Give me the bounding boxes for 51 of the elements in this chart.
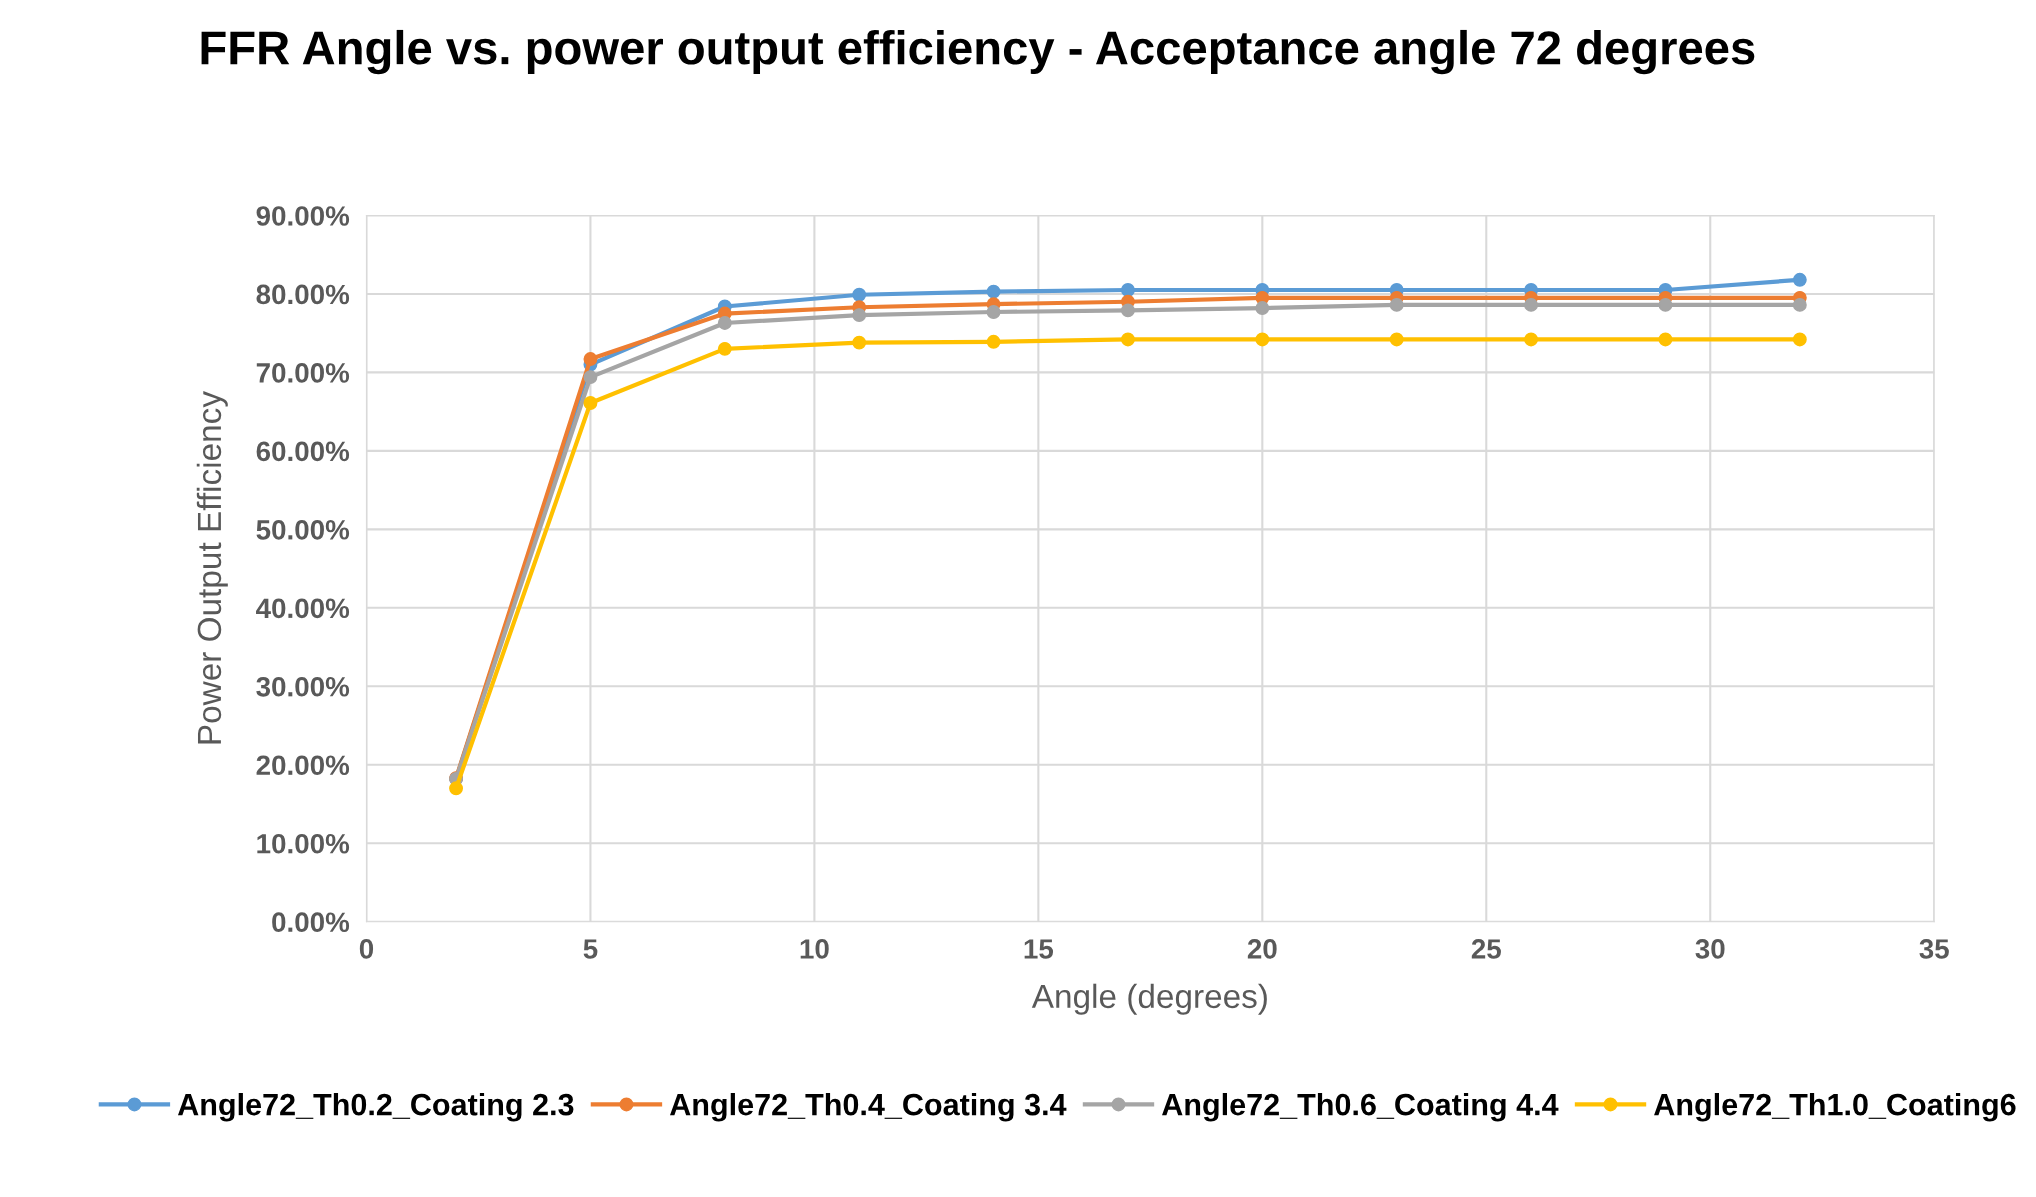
- point: [1389, 332, 1404, 347]
- x-tick-label: 35: [1919, 939, 1949, 959]
- y-tick-label: 20.00%: [256, 755, 350, 776]
- point: [1389, 297, 1404, 312]
- point: [717, 316, 732, 330]
- point: [1658, 332, 1673, 347]
- x-tick-label: 30: [1695, 939, 1725, 959]
- chart-title: FFR Angle vs. power output efficiency - Acceptance angle 72 degrees: [201, 29, 1755, 75]
- point: [1255, 301, 1270, 315]
- legend-label: Angle72_Th1.0_Coating6: [1654, 1093, 2016, 1122]
- point: [1524, 332, 1539, 347]
- point: [986, 305, 1001, 319]
- y-tick-label: 70.00%: [256, 363, 350, 383]
- point: [583, 370, 598, 385]
- point: [1120, 283, 1135, 297]
- x-tick-label: 25: [1471, 939, 1501, 959]
- x-tick-label: 0: [359, 939, 374, 959]
- point: [583, 352, 598, 367]
- point: [852, 335, 867, 350]
- point: [986, 284, 1001, 299]
- point: [852, 308, 867, 323]
- point: [1120, 332, 1135, 347]
- point: [1792, 332, 1807, 347]
- point: [1792, 272, 1807, 287]
- y-tick-label: 60.00%: [256, 441, 350, 462]
- y-tick-label: 80.00%: [256, 284, 350, 305]
- point: [1792, 297, 1807, 312]
- point: [986, 334, 1001, 349]
- legend-label: Angle72_Th0.2_Coating 2.3: [177, 1093, 574, 1122]
- point: [717, 341, 732, 356]
- x-tick-label: 10: [800, 939, 829, 959]
- x-tick-label: 15: [1024, 939, 1054, 959]
- point: [1658, 297, 1673, 312]
- legend-label: Angle72_Th0.4_Coating 3.4: [669, 1093, 1067, 1122]
- x-tick-label: 20: [1247, 939, 1277, 959]
- point: [852, 287, 867, 302]
- point: [583, 396, 598, 410]
- point: [1120, 303, 1135, 318]
- x-axis-title: Angle (degrees): [1031, 983, 1267, 1015]
- y-tick-label: 10.00%: [257, 833, 350, 854]
- y-axis-title: Power Output Efficiency: [196, 391, 228, 744]
- y-tick-label: 40.00%: [256, 598, 350, 619]
- y-tick-label: 0.00%: [272, 912, 350, 933]
- y-tick-label: 90.00%: [256, 206, 350, 226]
- y-tick-label: 50.00%: [256, 520, 350, 540]
- point: [449, 781, 464, 796]
- point: [1255, 332, 1270, 347]
- point: [1524, 297, 1539, 312]
- y-tick-label: 30.00%: [256, 676, 350, 697]
- x-tick-label: 5: [583, 939, 598, 959]
- legend-label: Angle72_Th0.6_Coating 4.4: [1162, 1093, 1559, 1122]
